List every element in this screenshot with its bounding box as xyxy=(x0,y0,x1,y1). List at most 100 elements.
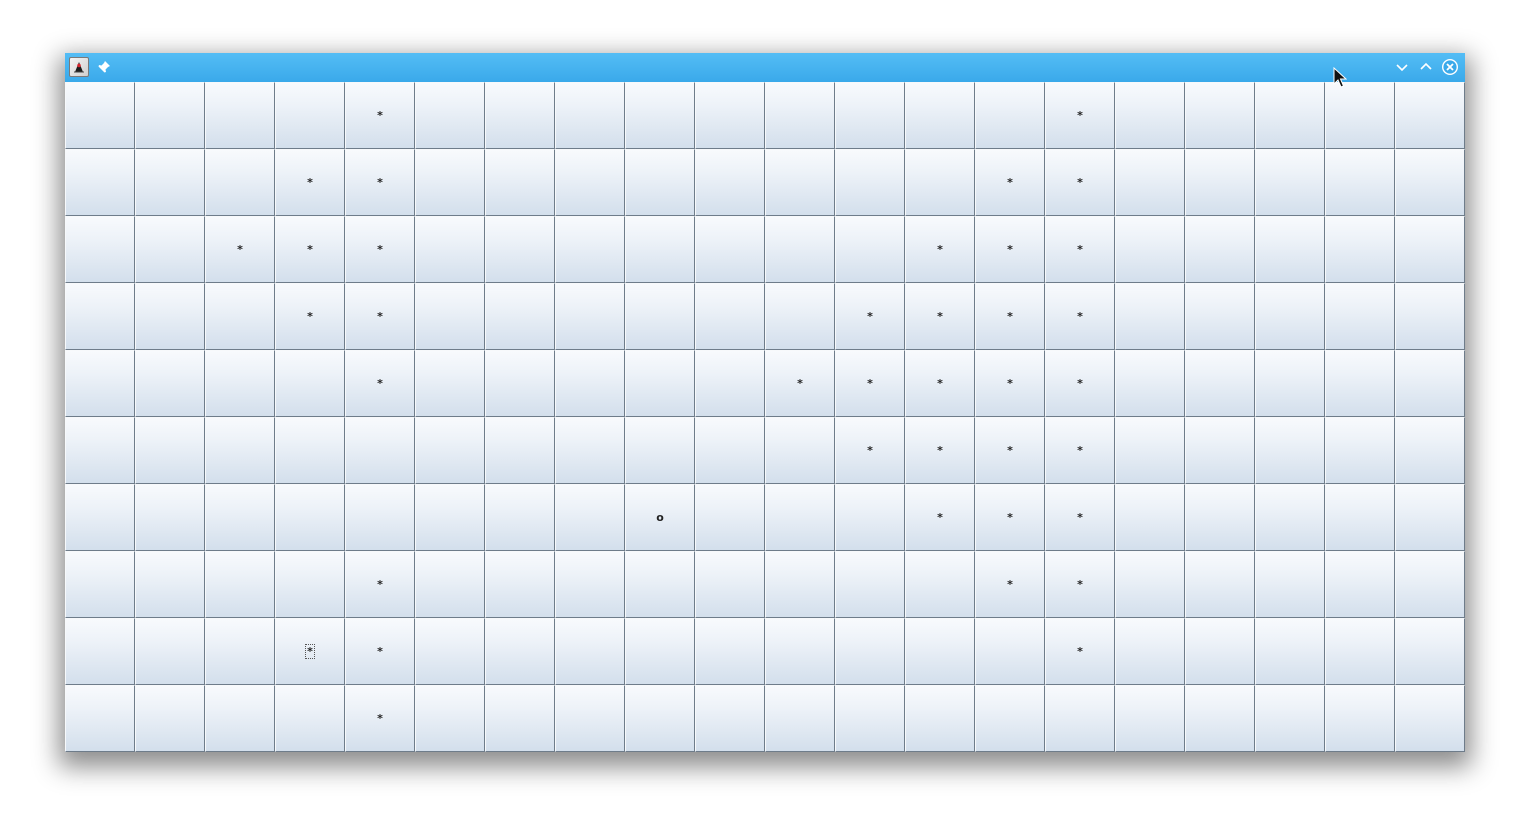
grid-cell-button[interactable]: * xyxy=(975,350,1045,417)
grid-cell-button[interactable] xyxy=(135,149,205,216)
grid-cell-button[interactable] xyxy=(485,685,555,752)
grid-cell-button[interactable] xyxy=(835,551,905,618)
grid-cell-button[interactable]: * xyxy=(975,283,1045,350)
grid-cell-button[interactable] xyxy=(1115,216,1185,283)
grid-cell-button[interactable] xyxy=(65,350,135,417)
grid-cell-button[interactable]: * xyxy=(205,216,275,283)
grid-cell-button[interactable] xyxy=(1325,350,1395,417)
grid-cell-button[interactable]: * xyxy=(975,484,1045,551)
grid-cell-button[interactable] xyxy=(65,82,135,149)
grid-cell-button[interactable] xyxy=(555,216,625,283)
grid-cell-button[interactable] xyxy=(485,350,555,417)
grid-cell-button[interactable] xyxy=(415,216,485,283)
grid-cell-button[interactable] xyxy=(1115,82,1185,149)
grid-cell-button[interactable] xyxy=(555,484,625,551)
grid-cell-button[interactable] xyxy=(1115,283,1185,350)
grid-cell-button[interactable] xyxy=(135,417,205,484)
grid-cell-button[interactable] xyxy=(835,216,905,283)
grid-cell-button[interactable] xyxy=(135,618,205,685)
grid-cell-button[interactable] xyxy=(1395,484,1465,551)
grid-cell-button[interactable] xyxy=(1255,618,1325,685)
grid-cell-button[interactable] xyxy=(1115,149,1185,216)
grid-cell-button[interactable] xyxy=(205,417,275,484)
grid-cell-button[interactable] xyxy=(555,283,625,350)
grid-cell-button[interactable] xyxy=(1115,484,1185,551)
grid-cell-button[interactable] xyxy=(205,350,275,417)
grid-cell-button[interactable] xyxy=(555,417,625,484)
maximize-button[interactable] xyxy=(1417,58,1435,76)
grid-cell-button[interactable]: * xyxy=(765,350,835,417)
grid-cell-button[interactable] xyxy=(205,685,275,752)
grid-cell-button[interactable] xyxy=(1395,216,1465,283)
grid-cell-button[interactable] xyxy=(905,149,975,216)
grid-cell-button[interactable] xyxy=(1325,283,1395,350)
grid-cell-button[interactable] xyxy=(625,82,695,149)
grid-cell-button[interactable]: * xyxy=(1045,82,1115,149)
grid-cell-button[interactable] xyxy=(135,551,205,618)
grid-cell-button[interactable] xyxy=(625,551,695,618)
grid-cell-button[interactable] xyxy=(1255,685,1325,752)
title-bar[interactable] xyxy=(65,53,1465,82)
grid-cell-button[interactable] xyxy=(695,417,765,484)
grid-cell-button[interactable] xyxy=(485,82,555,149)
grid-cell-button[interactable]: * xyxy=(1045,484,1115,551)
grid-cell-button[interactable]: * xyxy=(905,283,975,350)
grid-cell-button[interactable]: * xyxy=(1045,417,1115,484)
grid-cell-button[interactable] xyxy=(1395,551,1465,618)
grid-cell-button[interactable] xyxy=(135,350,205,417)
grid-cell-button[interactable] xyxy=(65,685,135,752)
grid-cell-button[interactable] xyxy=(485,484,555,551)
grid-cell-button[interactable] xyxy=(1255,484,1325,551)
grid-cell-button[interactable] xyxy=(695,685,765,752)
grid-cell-button[interactable]: * xyxy=(275,283,345,350)
grid-cell-button[interactable]: * xyxy=(275,216,345,283)
grid-cell-button[interactable] xyxy=(625,618,695,685)
grid-cell-button[interactable] xyxy=(625,350,695,417)
grid-cell-button[interactable] xyxy=(1255,216,1325,283)
grid-cell-button[interactable] xyxy=(695,350,765,417)
grid-cell-button[interactable] xyxy=(205,149,275,216)
grid-cell-button[interactable] xyxy=(1325,149,1395,216)
grid-cell-button[interactable] xyxy=(65,283,135,350)
grid-cell-button[interactable]: * xyxy=(835,417,905,484)
grid-cell-button[interactable] xyxy=(485,551,555,618)
grid-cell-button[interactable] xyxy=(765,82,835,149)
grid-cell-button[interactable] xyxy=(415,618,485,685)
grid-cell-button[interactable] xyxy=(555,350,625,417)
grid-cell-button[interactable] xyxy=(765,484,835,551)
grid-cell-button[interactable] xyxy=(205,484,275,551)
grid-cell-button[interactable]: * xyxy=(275,149,345,216)
grid-cell-button[interactable]: o xyxy=(625,484,695,551)
grid-cell-button[interactable] xyxy=(1115,417,1185,484)
grid-cell-button[interactable] xyxy=(135,216,205,283)
grid-cell-button[interactable] xyxy=(695,283,765,350)
grid-cell-button[interactable] xyxy=(1115,551,1185,618)
grid-cell-button[interactable] xyxy=(1185,283,1255,350)
grid-cell-button[interactable]: * xyxy=(345,149,415,216)
grid-cell-button[interactable]: * xyxy=(975,149,1045,216)
java-duke-icon[interactable] xyxy=(69,57,89,77)
grid-cell-button[interactable] xyxy=(835,618,905,685)
grid-cell-button[interactable] xyxy=(1185,551,1255,618)
grid-cell-button[interactable] xyxy=(1325,417,1395,484)
grid-cell-button[interactable] xyxy=(1325,551,1395,618)
grid-cell-button[interactable]: * xyxy=(835,350,905,417)
grid-cell-button[interactable]: * xyxy=(1045,618,1115,685)
grid-cell-button[interactable] xyxy=(485,283,555,350)
grid-cell-button[interactable] xyxy=(1325,484,1395,551)
grid-cell-button[interactable] xyxy=(555,149,625,216)
grid-cell-button[interactable] xyxy=(65,149,135,216)
grid-cell-button[interactable] xyxy=(485,149,555,216)
grid-cell-button[interactable] xyxy=(275,417,345,484)
grid-cell-button[interactable] xyxy=(1395,82,1465,149)
grid-cell-button[interactable] xyxy=(485,618,555,685)
grid-cell-button[interactable] xyxy=(625,417,695,484)
grid-cell-button[interactable]: * xyxy=(1045,551,1115,618)
grid-cell-button[interactable] xyxy=(695,82,765,149)
grid-cell-button[interactable] xyxy=(765,685,835,752)
grid-cell-button[interactable] xyxy=(135,685,205,752)
grid-cell-button[interactable] xyxy=(695,551,765,618)
grid-cell-button[interactable] xyxy=(695,484,765,551)
grid-cell-button[interactable] xyxy=(1395,350,1465,417)
grid-cell-button[interactable] xyxy=(1325,82,1395,149)
